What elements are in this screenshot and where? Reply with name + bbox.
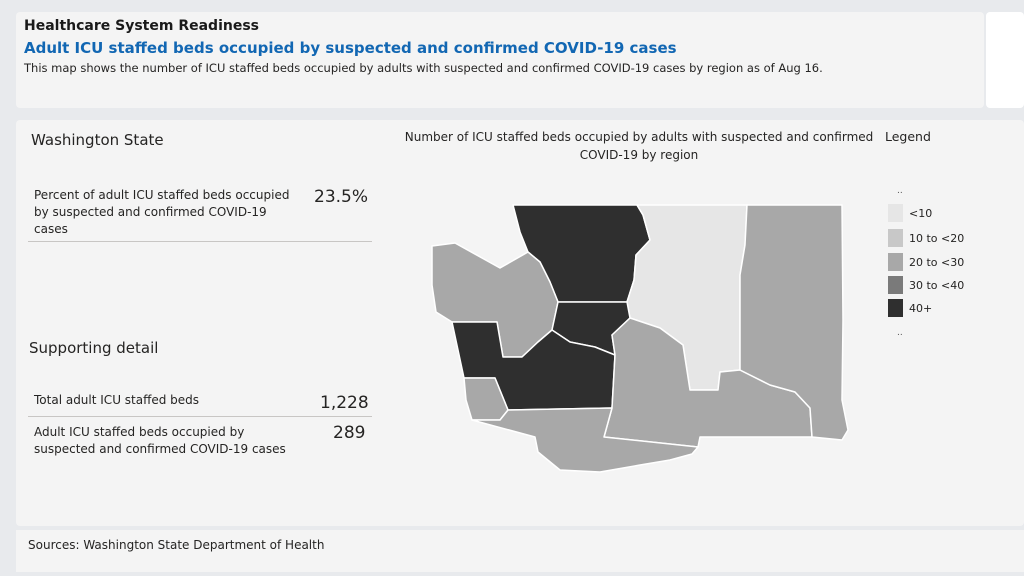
legend-item: 30 to <40 — [888, 276, 964, 294]
legend-swatch — [888, 299, 903, 317]
legend-label: 10 to <20 — [909, 231, 965, 245]
legend-swatch — [888, 253, 903, 271]
page-description: This map shows the number of ICU staffed… — [24, 61, 823, 75]
legend-swatch — [888, 276, 903, 294]
header-card — [16, 12, 984, 108]
supporting-divider — [28, 416, 372, 417]
kpi-value: 23.5% — [314, 187, 369, 207]
total-beds-value: 1,228 — [320, 393, 369, 413]
page-title: Healthcare System Readiness — [24, 18, 259, 34]
kpi-divider — [28, 241, 372, 242]
legend-item: 10 to <20 — [888, 229, 964, 247]
legend-label: 40+ — [909, 301, 933, 315]
legend-item: <10 — [888, 204, 932, 222]
total-beds-label: Total adult ICU staffed beds — [34, 393, 200, 407]
map-region-south-columbia — [471, 407, 699, 473]
footer-card — [16, 530, 1024, 572]
legend-swatch — [888, 204, 903, 222]
legend-label: 20 to <30 — [909, 255, 965, 269]
legend-item: 20 to <30 — [888, 253, 964, 271]
legend-label: <10 — [909, 206, 933, 220]
region-title: Washington State — [31, 131, 164, 149]
legend-top-dots: .. — [897, 186, 903, 196]
legend-title: Legend — [885, 129, 931, 144]
legend-label: 30 to <40 — [909, 278, 965, 292]
page-subtitle: Adult ICU staffed beds occupied by suspe… — [24, 39, 677, 57]
occupied-beds-value: 289 — [333, 423, 366, 443]
sources-note: Sources: Washington State Department of … — [28, 538, 325, 552]
summary-panel — [20, 122, 380, 522]
legend-swatch — [888, 229, 903, 247]
header-side-panel — [986, 12, 1024, 108]
map-region-east — [739, 204, 849, 441]
map-title: Number of ICU staffed beds occupied by a… — [404, 130, 874, 162]
occupied-beds-label: Adult ICU staffed beds occupied by suspe… — [34, 425, 286, 456]
legend-item: 40+ — [888, 299, 932, 317]
supporting-detail-title: Supporting detail — [29, 339, 159, 357]
kpi-label: Percent of adult ICU staffed beds occupi… — [34, 188, 290, 236]
washington-region-map — [431, 204, 849, 473]
legend-bottom-dots: .. — [897, 328, 903, 338]
